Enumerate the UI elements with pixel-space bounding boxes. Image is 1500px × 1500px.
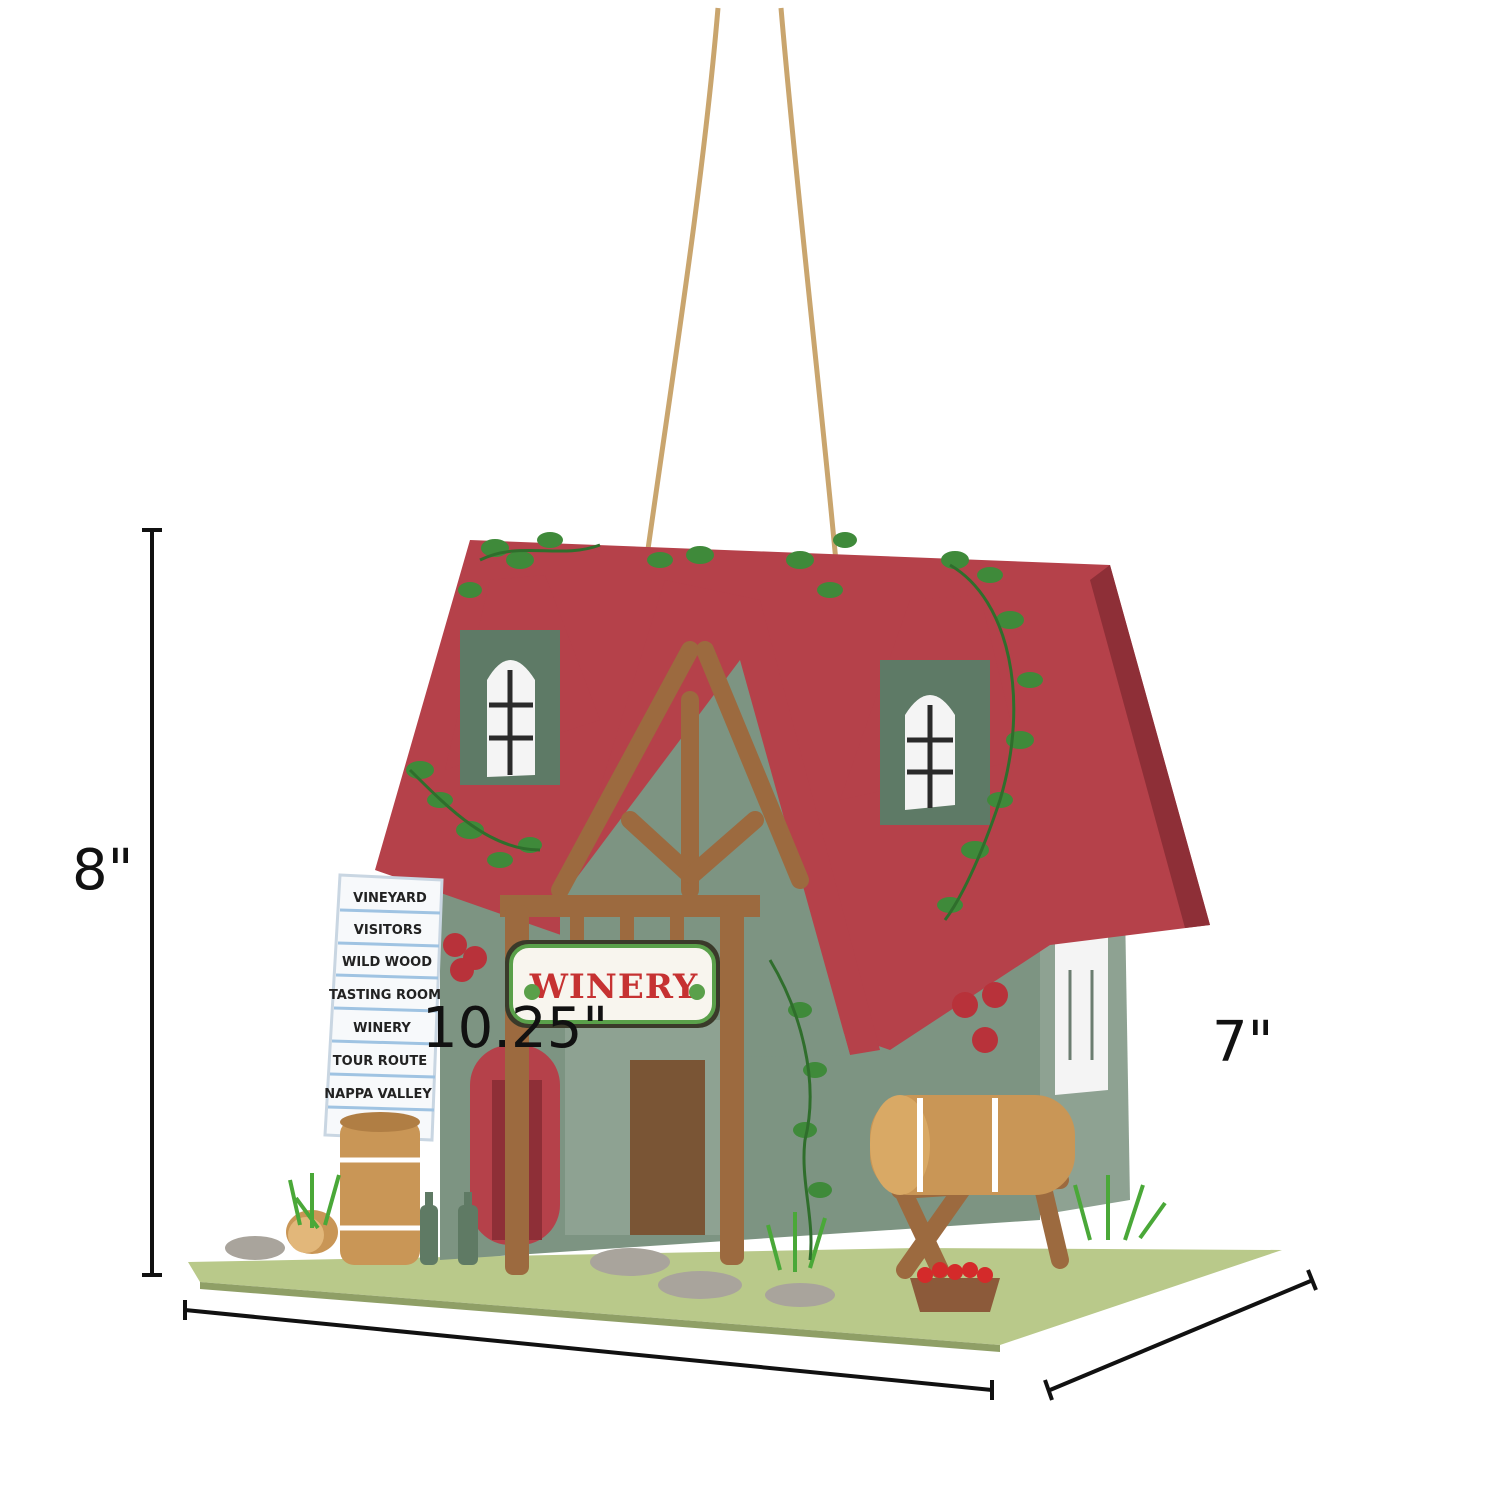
sign-item-vineyard: VINEYARD: [353, 891, 427, 906]
right-dormer: [840, 595, 1020, 825]
ivy-stems: [408, 543, 1016, 1261]
width-dimension-label: 10.25": [422, 996, 609, 1061]
left-dormer: [445, 575, 600, 785]
sign-item-winery: WINERY: [353, 1021, 411, 1036]
sign-item-visitors: VISITORS: [354, 923, 422, 938]
garden-stones: [225, 1236, 835, 1307]
height-dimension-label: 8": [72, 838, 134, 903]
hanging-apples: [443, 933, 1008, 1053]
winery-sign: WINERY: [505, 940, 720, 1028]
small-barrels: [286, 1112, 420, 1265]
apple-basket: [910, 1262, 1000, 1312]
grass-tufts: [288, 1173, 1167, 1272]
depth-dimension-label: 7": [1212, 1010, 1274, 1075]
base-board: [188, 1248, 1282, 1352]
sign-item-tasting-room: TASTING ROOM: [329, 988, 441, 1003]
sign-item-tour-route: TOUR ROUTE: [333, 1054, 427, 1069]
sign-item-nappa-valley: NAPPA VALLEY: [324, 1087, 432, 1102]
barrel-on-stand: [870, 1095, 1075, 1279]
sign-item-wild-wood: WILD WOOD: [342, 955, 432, 970]
wine-bottles: [420, 1192, 478, 1265]
direction-sign: VINEYARD VISITORS WILD WOOD TASTING ROOM…: [323, 873, 444, 1142]
dimension-lines: [142, 528, 1318, 1401]
winery-sign-text: WINERY: [529, 967, 699, 1007]
porch-frame: [470, 895, 760, 1275]
